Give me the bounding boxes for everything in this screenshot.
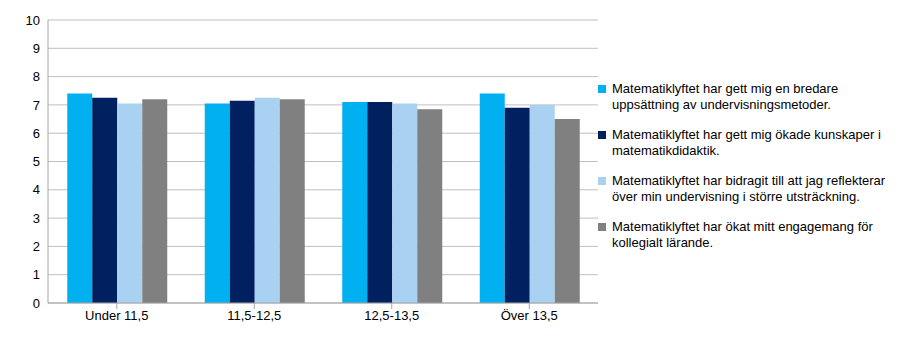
svg-text:Under 11,5: Under 11,5 bbox=[85, 308, 148, 323]
svg-text:12,5-13,5: 12,5-13,5 bbox=[364, 308, 419, 323]
svg-text:Över 13,5: Över 13,5 bbox=[501, 308, 558, 323]
svg-text:7: 7 bbox=[33, 98, 40, 113]
svg-text:10: 10 bbox=[26, 13, 40, 28]
html-text:Matematiklyftet har ökat mitt: Matematiklyftet har ökat mitt engagemang… bbox=[612, 219, 873, 250]
svg-text:4: 4 bbox=[33, 182, 40, 197]
svg-text:3: 3 bbox=[33, 211, 40, 226]
svg-text:8: 8 bbox=[33, 69, 40, 84]
svg-text:11,5-12,5: 11,5-12,5 bbox=[227, 308, 281, 323]
svg-text:1: 1 bbox=[33, 267, 40, 282]
svg-text:6: 6 bbox=[33, 126, 40, 141]
html-text:Matematiklyftet har bidragit t: Matematiklyftet har bidragit till att ja… bbox=[612, 173, 886, 204]
svg-text:5: 5 bbox=[33, 154, 40, 169]
svg-text:0: 0 bbox=[33, 296, 40, 311]
svg-text:9: 9 bbox=[33, 41, 40, 56]
svg-text:2: 2 bbox=[33, 239, 40, 254]
html-text:Matematiklyftet har gett mig e: Matematiklyftet har gett mig en bredare … bbox=[612, 81, 839, 112]
html-text:Matematiklyftet har gett mig ö: Matematiklyftet har gett mig ökade kunsk… bbox=[612, 127, 881, 158]
